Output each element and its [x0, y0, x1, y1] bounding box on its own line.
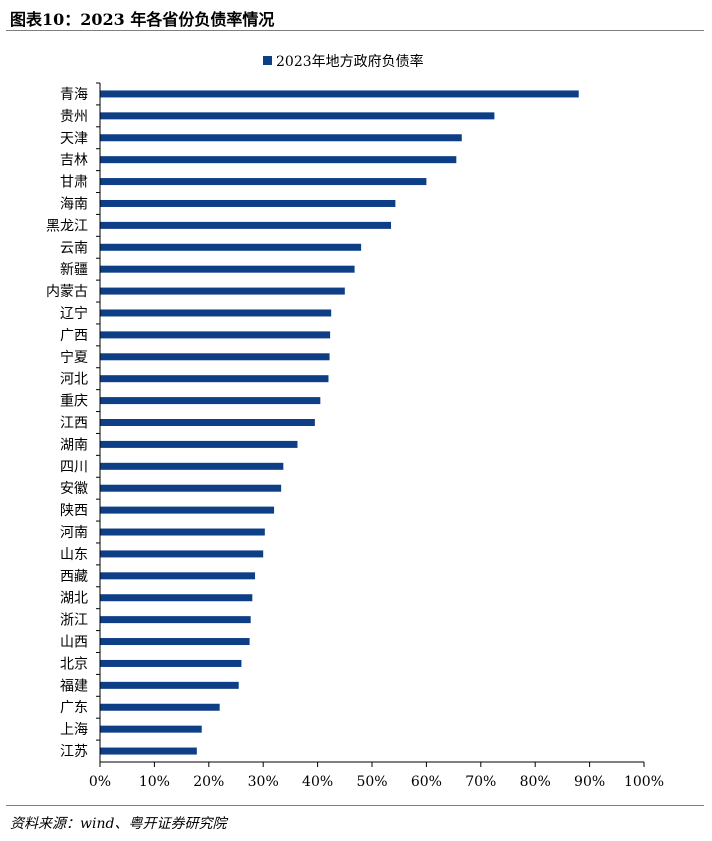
x-tick-label: 100% — [624, 774, 664, 790]
y-tick-label: 山西 — [60, 635, 88, 651]
y-tick-label: 四川 — [60, 459, 88, 475]
y-tick-label: 湖北 — [60, 591, 88, 607]
legend-swatch — [263, 56, 272, 65]
figure-title: 图表10：2023 年各省份负债率情况 — [10, 10, 275, 29]
chart-legend: 2023年地方政府负债率 — [263, 53, 424, 70]
bar-天津 — [100, 134, 462, 142]
y-tick-label: 云南 — [60, 240, 88, 256]
y-tick-label: 广西 — [60, 328, 88, 344]
x-tick-label: 20% — [193, 774, 224, 790]
x-tick-label: 80% — [520, 774, 551, 790]
bar-陕西 — [100, 506, 275, 514]
bar-宁夏 — [100, 353, 330, 361]
top-divider — [6, 30, 704, 31]
bar-江西 — [100, 419, 315, 426]
x-tick-label: 30% — [248, 774, 279, 790]
bar-辽宁 — [100, 309, 332, 317]
y-tick-label: 江西 — [60, 416, 88, 432]
bar-北京 — [100, 659, 242, 667]
y-tick-label: 江苏 — [60, 744, 88, 760]
bar-河北 — [100, 375, 329, 383]
source-note: 资料来源：wind、粤开证券研究院 — [10, 816, 227, 832]
bar-青海 — [100, 90, 579, 98]
y-axis-labels: 青海贵州天津吉林甘肃海南黑龙江云南新疆内蒙古辽宁广西宁夏河北重庆江西湖南四川安徽… — [46, 82, 100, 760]
bar-湖北 — [100, 594, 253, 602]
y-tick-label: 海南 — [60, 196, 88, 212]
y-tick-label: 天津 — [60, 131, 88, 147]
y-tick-label: 湖南 — [60, 437, 88, 453]
y-tick-label: 安徽 — [60, 481, 88, 497]
legend-label: 2023年地方政府负债率 — [276, 53, 424, 70]
y-tick-label: 福建 — [60, 678, 88, 694]
x-tick-label: 60% — [411, 774, 442, 790]
y-tick-label: 上海 — [60, 722, 88, 738]
y-tick-label: 西藏 — [60, 569, 88, 585]
bar-四川 — [100, 462, 284, 470]
bar-新疆 — [100, 265, 355, 273]
bar-甘肃 — [100, 178, 427, 186]
bar-西藏 — [100, 572, 256, 580]
bar-安徽 — [100, 484, 282, 492]
x-tick-label: 70% — [465, 774, 496, 790]
y-tick-label: 河南 — [60, 525, 88, 541]
y-tick-label: 贵州 — [60, 109, 88, 125]
x-axis: 0% 10% 20% 30% 40% 50% 60% 70% 80% 90% 100% — [89, 761, 664, 790]
bar-上海 — [100, 725, 202, 733]
y-tick-label: 黑龙江 — [46, 218, 88, 234]
bar-吉林 — [100, 156, 457, 164]
y-tick-label: 宁夏 — [60, 349, 88, 366]
y-tick-label: 内蒙古 — [46, 284, 88, 300]
y-tick-label: 重庆 — [60, 394, 88, 410]
x-tick-label: 90% — [574, 774, 605, 790]
y-tick-label: 青海 — [60, 87, 88, 103]
y-tick-label: 甘肃 — [60, 175, 88, 191]
bar-海南 — [100, 199, 396, 207]
y-tick-label: 河北 — [60, 372, 88, 388]
bar-福建 — [100, 681, 239, 689]
y-tick-label: 山东 — [60, 547, 88, 563]
x-tick-label: 50% — [356, 774, 387, 790]
bar-山东 — [100, 550, 264, 558]
bar-湖南 — [100, 440, 298, 448]
bar-江苏 — [100, 747, 197, 755]
bar-重庆 — [100, 397, 321, 405]
bar-广东 — [100, 703, 220, 711]
bar-内蒙古 — [100, 287, 345, 295]
x-tick-label: 40% — [302, 774, 333, 790]
bottom-divider — [6, 805, 704, 806]
y-tick-label: 浙江 — [60, 613, 88, 629]
y-tick-label: 北京 — [60, 656, 88, 672]
bar-贵州 — [100, 112, 495, 120]
x-tick-label: 0% — [89, 774, 111, 790]
bar-浙江 — [100, 616, 251, 624]
bar-云南 — [100, 243, 362, 251]
y-tick-label: 陕西 — [60, 503, 88, 519]
y-tick-label: 辽宁 — [60, 305, 88, 322]
x-tick-label: 10% — [139, 774, 170, 790]
bar-山西 — [100, 638, 250, 646]
bar-河南 — [100, 528, 265, 536]
y-tick-label: 广东 — [60, 700, 88, 716]
bar-黑龙江 — [100, 221, 392, 229]
y-tick-label: 新疆 — [60, 262, 88, 278]
y-tick-label: 吉林 — [60, 153, 88, 169]
bar-广西 — [100, 331, 331, 339]
bar-series — [100, 90, 579, 755]
